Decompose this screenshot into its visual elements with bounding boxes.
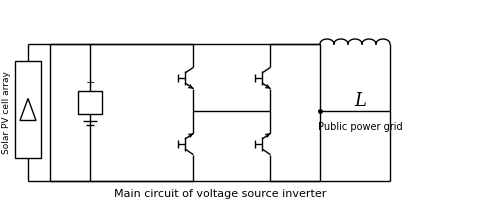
Text: Public power grid: Public power grid (318, 123, 402, 132)
Text: L: L (354, 91, 366, 110)
Text: Solar PV cell array: Solar PV cell array (2, 71, 12, 154)
Bar (78, 91, 102, 114)
Bar (15, 61, 41, 158)
Text: Main circuit of voltage source inverter: Main circuit of voltage source inverter (114, 189, 326, 199)
Text: +: + (85, 78, 95, 88)
